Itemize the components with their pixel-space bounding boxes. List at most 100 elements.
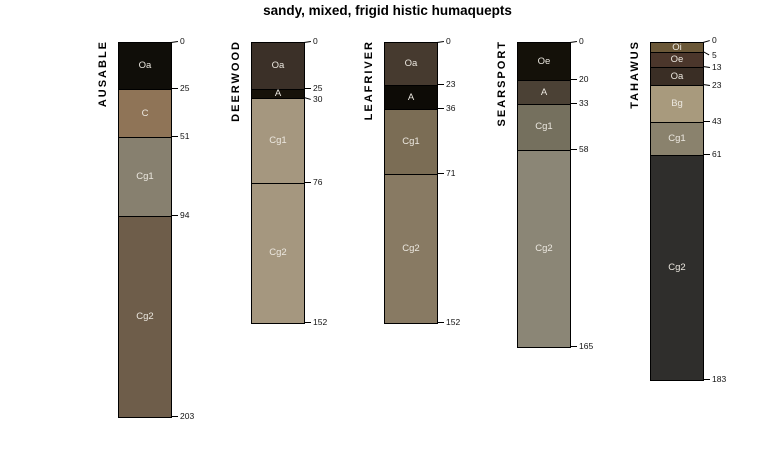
- horizon-name-label: Cg2: [535, 242, 553, 254]
- depth-label: 0: [180, 36, 185, 46]
- horizon-name-label: Cg2: [269, 247, 287, 259]
- horizon-leafriver-cg1: Cg1: [385, 109, 437, 174]
- horizon-name-label: Oa: [670, 70, 684, 82]
- depth-tick: [437, 172, 444, 174]
- depth-label: 20: [579, 73, 589, 84]
- horizon-tahawus-cg2: Cg2: [651, 155, 703, 380]
- horizon-tahawus-cg1: Cg1: [651, 122, 703, 156]
- horizon-name-label: Cg1: [402, 136, 420, 148]
- horizon-name-label: A: [407, 92, 415, 104]
- depth-tick: [304, 88, 311, 89]
- depth-label: 25: [180, 83, 190, 93]
- horizon-name-label: Cg1: [269, 135, 287, 147]
- depth-label: 23: [446, 79, 456, 90]
- horizon-name-label: Bg: [671, 98, 683, 110]
- horizon-name-label: Cg2: [136, 310, 154, 322]
- depth-label: 33: [579, 97, 589, 108]
- depth-label: 152: [446, 316, 461, 327]
- chart-title: sandy, mixed, frigid histic humaquepts: [263, 3, 512, 18]
- profile-label-deerwood: DEERWOOD: [230, 40, 242, 122]
- depth-tick: [171, 415, 178, 417]
- horizon-tahawus-oi: Oi: [651, 41, 703, 53]
- profile-deerwood: Oa A Cg1 Cg2: [251, 42, 305, 324]
- depth-label: 0: [712, 35, 717, 45]
- horizon-ausable-cg1: Cg1: [119, 136, 171, 216]
- horizon-name-label: Oe: [670, 54, 684, 66]
- depth-tick: [171, 214, 178, 216]
- depth-tick: [570, 102, 577, 104]
- depth-label: 0: [313, 36, 318, 46]
- horizon-deerwood-cg1: Cg1: [252, 98, 304, 183]
- horizon-leafriver-oa: Oa: [385, 43, 437, 86]
- depth-tick: [304, 181, 311, 183]
- depth-tick: [437, 84, 444, 86]
- depth-tick: [703, 378, 710, 380]
- horizon-name-label: Oa: [138, 60, 152, 72]
- depth-label: 61: [712, 149, 722, 160]
- horizon-name-label: Oi: [672, 41, 682, 53]
- depth-tick: [304, 321, 311, 323]
- depth-tick: [171, 135, 178, 137]
- depth-tick: [437, 321, 444, 323]
- horizon-tahawus-oe: Oe: [651, 52, 703, 67]
- horizon-name-label: Oa: [404, 58, 418, 70]
- profile-label-searsport: SEARSPORT: [496, 40, 508, 127]
- depth-label: 13: [712, 61, 722, 72]
- horizon-name-label: Cg1: [535, 121, 553, 133]
- depth-tick: [171, 88, 178, 89]
- horizon-name-label: A: [540, 86, 548, 98]
- horizon-searsport-cg2: Cg2: [518, 149, 570, 347]
- horizon-name-label: Oa: [271, 60, 285, 72]
- depth-tick: [570, 148, 577, 150]
- depth-tick: [570, 345, 577, 347]
- depth-tick: [570, 78, 577, 80]
- depth-label: 94: [180, 209, 190, 220]
- horizon-name-label: Oe: [537, 55, 551, 67]
- profile-label-tahawus: TAHAWUS: [629, 40, 641, 109]
- profile-searsport: Oe A Cg1 Cg2: [517, 42, 571, 348]
- horizon-ausable-oa: Oa: [119, 43, 171, 89]
- horizon-tahawus-bg: Bg: [651, 85, 703, 123]
- depth-label: 5: [712, 50, 717, 61]
- horizon-deerwood-oa: Oa: [252, 43, 304, 89]
- depth-label: 43: [712, 116, 722, 127]
- depth-tick: [303, 41, 312, 43]
- horizon-name-label: A: [274, 88, 282, 100]
- depth-tick: [436, 41, 445, 43]
- depth-label: 51: [180, 130, 190, 141]
- horizon-deerwood-a: A: [252, 89, 304, 98]
- depth-label: 71: [446, 167, 456, 178]
- horizon-ausable-c: C: [119, 89, 171, 137]
- depth-label: 203: [180, 410, 195, 421]
- profile-label-ausable: AUSABLE: [97, 40, 109, 108]
- depth-label: 36: [446, 103, 456, 114]
- depth-tick: [437, 108, 444, 110]
- depth-tick: [703, 121, 710, 123]
- horizon-leafriver-cg2: Cg2: [385, 173, 437, 323]
- horizon-searsport-oe: Oe: [518, 43, 570, 80]
- depth-label: 152: [313, 316, 328, 327]
- depth-label: 76: [313, 176, 323, 187]
- depth-label: 25: [313, 83, 323, 93]
- horizon-name-label: Cg1: [668, 133, 686, 145]
- horizon-searsport-a: A: [518, 79, 570, 104]
- profile-label-leafriver: LEAFRIVER: [363, 40, 375, 121]
- horizon-name-label: Cg1: [136, 171, 154, 183]
- horizon-deerwood-cg2: Cg2: [252, 182, 304, 323]
- depth-label: 0: [446, 36, 451, 46]
- depth-tick: [569, 41, 578, 43]
- horizon-ausable-cg2: Cg2: [119, 215, 171, 417]
- horizon-tahawus-oa: Oa: [651, 66, 703, 86]
- depth-label: 0: [579, 36, 584, 46]
- profile-leafriver: Oa A Cg1 Cg2: [384, 42, 438, 324]
- horizon-name-label: C: [141, 107, 149, 119]
- depth-label: 30: [313, 94, 323, 105]
- horizon-name-label: Cg2: [668, 262, 686, 274]
- horizon-name-label: Cg2: [402, 242, 420, 254]
- profile-tahawus: Oi Oe Oa Bg Cg1 Cg2: [650, 42, 704, 381]
- depth-tick: [702, 40, 710, 43]
- profile-ausable: Oa C Cg1 Cg2: [118, 42, 172, 418]
- depth-tick: [170, 41, 179, 43]
- depth-label: 58: [579, 143, 589, 154]
